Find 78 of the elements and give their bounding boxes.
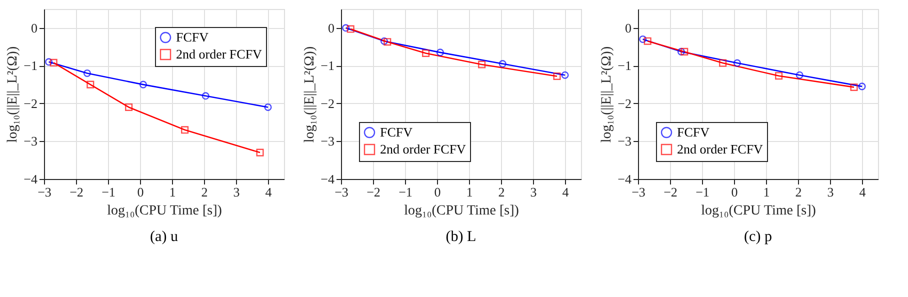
- x-tick-label: 2: [201, 184, 208, 200]
- point: [553, 72, 561, 80]
- y-tick-label: 0: [625, 20, 632, 36]
- legend-label: 2nd order FCFV: [380, 142, 467, 156]
- x-tick-label: 0: [731, 184, 738, 200]
- point: [775, 72, 783, 80]
- legend-label: FCFV: [677, 124, 710, 140]
- y-tick-label: −1: [320, 58, 334, 74]
- y-tick-label: −1: [618, 58, 632, 74]
- point: [680, 48, 688, 56]
- point: [796, 71, 804, 79]
- y-tick-label: 0: [328, 20, 334, 36]
- x-tick-label: 0: [137, 184, 144, 200]
- y-tick-label: −1: [24, 58, 38, 74]
- x-tick-label: −1: [398, 184, 412, 200]
- point: [380, 37, 388, 45]
- x-axis-title: log₁₀(CPU Time [s]): [404, 204, 520, 218]
- point: [436, 48, 444, 56]
- point: [256, 148, 264, 156]
- x-tick-label: 4: [562, 184, 570, 200]
- x-tick-label: −2: [366, 184, 380, 200]
- y-tick-label: −3: [618, 134, 632, 149]
- x-tick-label: 1: [466, 184, 473, 200]
- x-axis-title: log₁₀(CPU Time [s]): [701, 204, 816, 218]
- y-tick-label: −3: [24, 134, 38, 149]
- x-tick-label: −1: [102, 184, 116, 200]
- point: [346, 25, 354, 33]
- x-tick-label: 1: [763, 184, 770, 200]
- x-tick-label: 0: [434, 184, 441, 200]
- legend-label: FCFV: [380, 124, 414, 140]
- x-tick-label: 1: [169, 184, 176, 200]
- point: [125, 103, 133, 111]
- point: [644, 37, 652, 45]
- y-tick-label: −4: [618, 172, 632, 186]
- y-tick-label: −4: [24, 172, 38, 186]
- x-tick-label: 2: [498, 184, 505, 200]
- text: (c) p: [744, 229, 772, 245]
- point: [50, 58, 58, 66]
- x-tick-label: −2: [70, 184, 84, 200]
- text: (a) u: [150, 229, 178, 245]
- point: [202, 92, 210, 100]
- legend-label: FCFV: [176, 30, 210, 44]
- point: [850, 83, 858, 91]
- x-tick-label: 3: [530, 184, 537, 200]
- x-tick-label: 3: [827, 184, 834, 200]
- y-axis-title: log₁₀(||E||_L²(Ω)): [600, 46, 615, 143]
- legend-label: 2nd order FCFV: [176, 46, 263, 62]
- x-tick-label: 4: [859, 184, 866, 200]
- x-axis-title: log₁₀(CPU Time [s]): [107, 204, 222, 218]
- y-tick-label: −2: [618, 96, 632, 111]
- x-tick-label: −3: [334, 184, 348, 200]
- x-tick-label: 3: [233, 184, 240, 200]
- y-tick-label: −3: [320, 134, 334, 149]
- point: [677, 48, 685, 56]
- x-tick-label: −3: [632, 184, 646, 200]
- x-tick-label: 4: [265, 184, 272, 200]
- point: [478, 60, 486, 68]
- x-tick-label: 2: [795, 184, 802, 200]
- point: [86, 80, 94, 88]
- x-tick-label: −1: [696, 184, 710, 200]
- y-axis-title: log₁₀(||E||_L²(Ω)): [6, 46, 21, 143]
- y-tick-label: −2: [320, 96, 334, 111]
- point: [498, 60, 506, 68]
- y-tick-label: 0: [31, 20, 38, 36]
- point: [719, 59, 727, 67]
- text: (b) L: [446, 229, 476, 245]
- legend-label: 2nd order FCFV: [677, 142, 764, 156]
- x-tick-label: −3: [38, 184, 52, 200]
- point: [422, 49, 430, 57]
- point: [384, 38, 392, 46]
- point: [83, 69, 91, 77]
- point: [733, 59, 741, 67]
- x-tick-label: −2: [664, 184, 678, 200]
- y-tick-label: −4: [320, 172, 335, 186]
- point: [181, 126, 189, 134]
- point: [139, 80, 147, 88]
- y-tick-label: −2: [24, 96, 38, 111]
- y-axis-title: log₁₀(||E||_L²(Ω)): [302, 46, 318, 143]
